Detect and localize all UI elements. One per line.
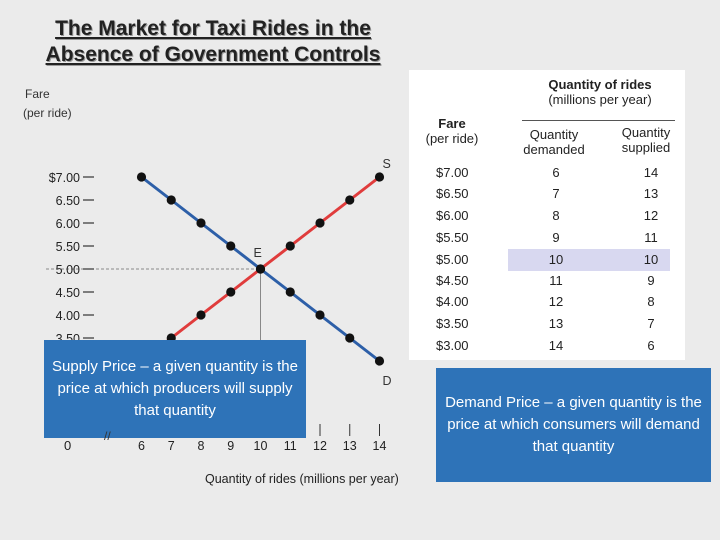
demanded-cell: 14 (548, 338, 564, 353)
y-tick-label: 6.00 (56, 217, 80, 231)
equilibrium-label: E (254, 246, 262, 260)
y-axis-label-line-2: (per ride) (23, 106, 72, 120)
y-axis-label-line-1: Fare (25, 87, 50, 101)
equilibrium-row-highlight (508, 249, 670, 271)
supplied-cell: 9 (647, 273, 655, 288)
x-tick-label: 13 (343, 439, 357, 453)
col1-line-2: demanded (523, 142, 585, 157)
x-tick-label: 7 (168, 439, 175, 453)
y-tick-label: 5.00 (56, 263, 80, 277)
y-tick-label: 4.00 (56, 309, 80, 323)
demanded-cell: 9 (552, 230, 560, 245)
fare-cell: $5.50 (436, 230, 469, 245)
supply-point (196, 310, 206, 320)
supplied-cell: 14 (643, 165, 659, 180)
demand-point (166, 195, 176, 205)
supply-price-callout: Supply Price – a given quantity is the p… (44, 340, 306, 438)
col2-line-2: supplied (621, 140, 671, 155)
demanded-cell: 7 (552, 186, 560, 201)
supply-curve-label: S (383, 157, 391, 171)
data-table-panel (409, 70, 685, 360)
fare-cell: $3.00 (436, 338, 469, 353)
y-tick-label: $7.00 (49, 171, 80, 185)
demanded-cell: 6 (552, 165, 560, 180)
demand-point (226, 241, 236, 251)
title-line-2: Absence of Government Controls (45, 43, 381, 66)
demanded-cell: 8 (552, 208, 560, 223)
demand-point (136, 172, 147, 182)
demand-point (315, 310, 325, 320)
demand-price-callout: Demand Price – a given quantity is the p… (436, 368, 711, 482)
header-rule (522, 120, 675, 121)
x-tick-label: 11 (284, 439, 297, 453)
y-tick-label: 5.50 (56, 240, 80, 254)
fare-cell: $7.00 (436, 165, 469, 180)
col2-line-1: Quantity (621, 125, 671, 140)
supply-point (226, 287, 236, 297)
fare-cell: $5.00 (436, 252, 469, 267)
fare-cell: $4.00 (436, 294, 469, 309)
col1-line-1: Quantity (529, 127, 579, 142)
supply-point (285, 241, 295, 251)
y-tick-label: 4.50 (56, 286, 80, 300)
supplied-cell: 7 (647, 316, 655, 331)
supplied-cell: 6 (647, 338, 655, 353)
supplied-cell: 11 (644, 230, 658, 245)
y-tick-label: 6.50 (56, 194, 80, 208)
x-tick-label: 9 (227, 439, 234, 453)
quantity-supplied-header: Quantity supplied (606, 125, 686, 155)
demand-point (345, 333, 355, 343)
supply-point (255, 264, 266, 274)
demand-point (196, 218, 206, 228)
x-tick-label: 14 (373, 439, 387, 453)
supply-point (315, 218, 325, 228)
supply-point (374, 172, 385, 182)
supplied-cell: 12 (643, 208, 659, 223)
supplied-cell: 10 (643, 252, 659, 267)
x-tick-label: 6 (138, 439, 145, 453)
fare-cell: $6.50 (436, 186, 469, 201)
supplied-cell: 8 (647, 294, 655, 309)
x-tick-label: 10 (254, 439, 268, 453)
quantity-demanded-header: Quantity demanded (514, 127, 594, 157)
title-line-1: The Market for Taxi Rides in the (55, 17, 371, 40)
table-header-line-1: Quantity of rides (548, 77, 652, 92)
fare-column-header: Fare (per ride) (412, 116, 492, 146)
x-tick-label: 12 (313, 439, 327, 453)
chart-title: The Market for Taxi Rides in the Absence… (18, 16, 408, 68)
demanded-cell: 10 (548, 252, 564, 267)
demand-point (285, 287, 295, 297)
table-header: Quantity of rides (millions per year) (500, 77, 700, 107)
fare-cell: $4.50 (436, 273, 469, 288)
fare-cell: $3.50 (436, 316, 469, 331)
x-tick-label: 8 (198, 439, 205, 453)
demand-point (374, 356, 385, 366)
x-axis-label: Quantity of rides (millions per year) (205, 472, 399, 486)
supplied-cell: 13 (643, 186, 659, 201)
table-header-line-2: (millions per year) (548, 92, 652, 107)
demand-curve-label: D (383, 374, 392, 388)
demanded-cell: 13 (548, 316, 564, 331)
fare-cell: $6.00 (436, 208, 469, 223)
supply-point (345, 195, 355, 205)
fare-header-line-1: Fare (438, 116, 466, 131)
fare-header-line-2: (per ride) (425, 131, 479, 146)
demanded-cell: 11 (549, 273, 563, 288)
demanded-cell: 12 (548, 294, 564, 309)
